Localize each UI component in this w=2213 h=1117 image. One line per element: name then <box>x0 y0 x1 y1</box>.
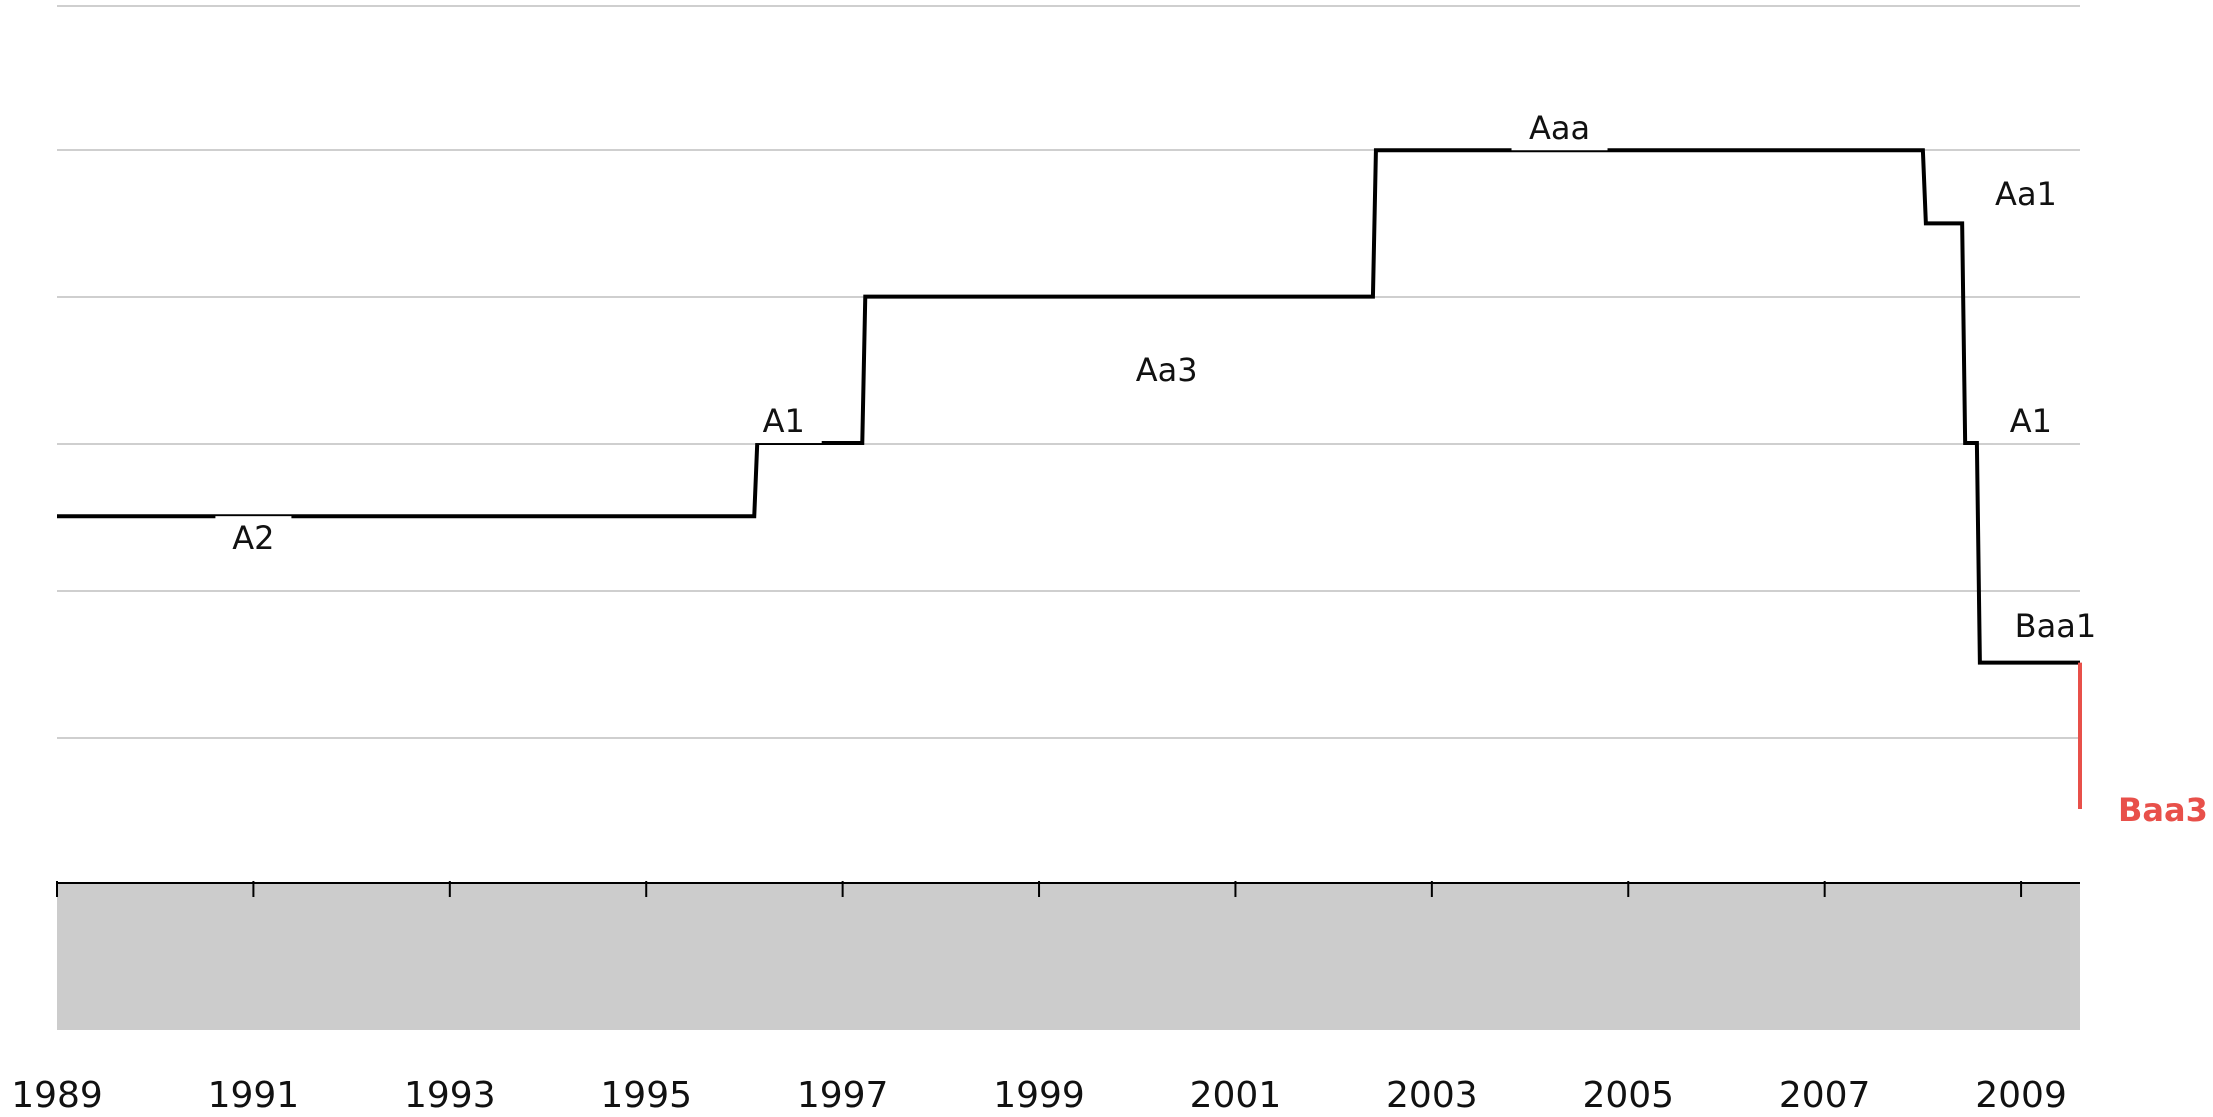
rating-label-bg <box>1992 399 2069 444</box>
rating-annotations: A2 A1 Aa3 Aaa Aa1 A1 Baa1 Baa3 <box>215 106 2208 829</box>
gridlines <box>57 5 2080 886</box>
rating-label: A1 <box>2010 402 2052 440</box>
x-tick-label: 2001 <box>1190 1075 1282 1116</box>
x-tick-label: 1995 <box>600 1075 692 1116</box>
series-line <box>57 148 2080 665</box>
rating-label: Baa1 <box>2015 607 2097 645</box>
x-tick-label: 1989 <box>11 1075 103 1116</box>
rating-label-bg <box>1511 106 1608 151</box>
series <box>57 148 2082 809</box>
rating-label-bg <box>745 399 822 444</box>
x-tick-label: 2007 <box>1779 1075 1871 1116</box>
rating-label: Aaa <box>1529 109 1590 147</box>
rating-label-bg <box>1997 604 2114 648</box>
x-tick-label: 1999 <box>993 1075 1085 1116</box>
x-axis <box>57 882 2080 1030</box>
x-axis-tick-labels: 1989 1991 1993 1995 1997 1999 2001 2003 2005 2007… <box>11 1075 2067 1116</box>
rating-label: Aa3 <box>1136 351 1198 389</box>
axis-band <box>57 883 2080 1030</box>
x-tick-label: 1993 <box>404 1075 496 1116</box>
current-rating-label: Baa3 <box>2118 791 2208 829</box>
x-tick-label: 1991 <box>208 1075 300 1116</box>
rating-label: Aa1 <box>1995 175 2057 213</box>
x-tick-label: 1997 <box>797 1075 889 1116</box>
x-axis-ticks <box>56 881 2023 897</box>
x-tick-label: 2003 <box>1386 1075 1478 1116</box>
rating-label-bg <box>1977 172 2074 217</box>
rating-label: A2 <box>232 519 274 557</box>
x-tick-label: 2009 <box>1975 1075 2067 1116</box>
x-tick-label: 2005 <box>1582 1075 1674 1116</box>
rating-label-bg <box>1118 347 1215 392</box>
rating-label-bg <box>215 516 292 561</box>
rating-label: A1 <box>763 402 805 440</box>
